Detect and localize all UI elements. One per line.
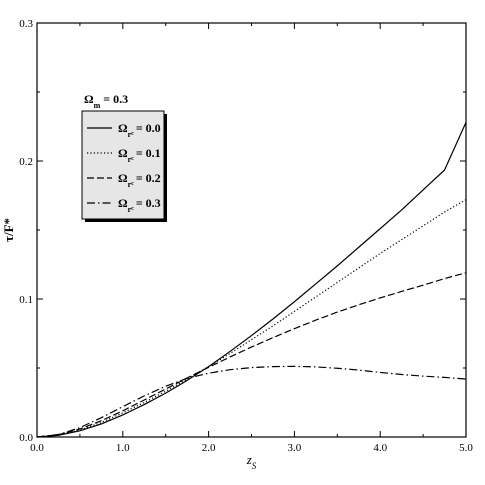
legend-label-value: = 0.0 [136,121,161,135]
series-line-3 [36,365,467,438]
legend-label-value: = 0.2 [136,171,161,185]
y-tick-label: 0.2 [19,156,33,168]
x-tick-label: 1.0 [116,442,130,454]
legend-label-symbol: Ω [118,146,128,160]
x-tick-label: 0.0 [30,442,44,454]
series-line-0 [36,122,467,438]
x-axis-title: zS [246,452,257,471]
legend-label-value: = 0.3 [136,196,161,210]
x-tick-label: 3.0 [288,442,302,454]
legend-label-subsub: c [131,131,134,137]
legend-label-3: Ωrc = 0.3 [118,196,161,214]
x-tick-label: 2.0 [202,442,216,454]
legend-label-sub: r [128,130,132,139]
legend-label-2: Ωrc = 0.2 [118,171,161,189]
y-tick-label: 0.3 [19,18,33,30]
legend-label-subsub: c [131,181,134,187]
legend-box [81,110,165,220]
legend-label-symbol: Ω [118,171,128,185]
y-tick-label: 0.0 [19,432,33,444]
legend-label-sub: r [128,155,132,164]
y-axis-title: τ/F* [1,218,16,242]
legend-label-0: Ωrc = 0.0 [118,121,161,139]
y-tick-label: 0.1 [19,294,33,306]
legend-label-subsub: c [131,156,134,162]
series-line-2 [36,272,467,438]
legend-header-text: Ωm = 0.3 [84,92,128,110]
legend-label-sub: r [128,205,132,214]
legend-header-subscript: m [94,101,101,110]
legend-label-sub: r [128,180,132,189]
legend-label-subsub: c [131,206,134,212]
x-axis-title-sub: S [252,461,257,471]
ticks: 0.0 1.0 2.0 3.0 4.0 5.0 0.0 0.1 0.2 0.3 [19,18,473,454]
series-line-1 [36,199,467,438]
legend-label-value: = 0.1 [136,146,161,160]
x-tick-label: 5.0 [459,442,473,454]
legend-header-value: = 0.3 [100,92,128,106]
legend-header: Ωm = 0.3 [84,92,128,110]
x-axis-title-main: z [246,452,252,467]
x-tick-label: 4.0 [373,442,387,454]
legend-label-1: Ωrc = 0.1 [118,146,161,164]
series-layer [36,122,467,438]
legend-label-symbol: Ω [118,121,128,135]
legend-header-symbol: Ω [84,92,94,106]
legend-label-symbol: Ω [118,196,128,210]
